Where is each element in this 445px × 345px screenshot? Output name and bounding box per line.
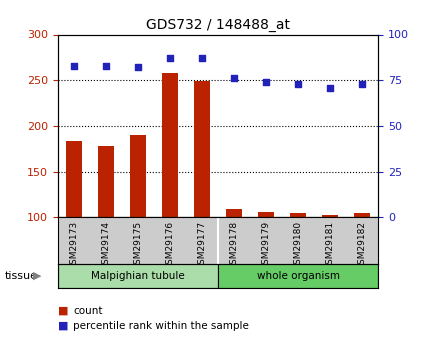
Text: ■: ■ [58,306,69,315]
Text: GSM29182: GSM29182 [358,221,367,270]
Bar [98,146,114,217]
Bar [162,73,178,217]
Text: whole organism: whole organism [257,271,340,281]
Text: GSM29177: GSM29177 [198,221,206,270]
Text: GSM29179: GSM29179 [262,221,271,270]
Bar [194,81,210,217]
Text: GSM29174: GSM29174 [101,221,110,270]
Text: Malpighian tubule: Malpighian tubule [91,271,185,281]
Text: GSM29178: GSM29178 [230,221,239,270]
Bar [258,212,274,217]
Bar [58,264,218,288]
Text: ■: ■ [58,321,69,331]
Point [166,56,174,61]
Bar [66,141,82,217]
Point [70,63,77,68]
Point [263,79,270,85]
Point [134,65,142,70]
Text: tissue: tissue [4,271,37,281]
Point [198,56,206,61]
Text: ▶: ▶ [32,271,41,281]
Text: GSM29181: GSM29181 [326,221,335,270]
Title: GDS732 / 148488_at: GDS732 / 148488_at [146,18,290,32]
Text: GSM29176: GSM29176 [166,221,174,270]
Bar [226,209,242,217]
Bar [218,264,378,288]
Text: GSM29173: GSM29173 [69,221,78,270]
Point [359,81,366,87]
Text: percentile rank within the sample: percentile rank within the sample [73,321,249,331]
Point [102,63,109,68]
Point [295,81,302,87]
Text: count: count [73,306,103,315]
Bar [354,213,370,217]
Text: GSM29175: GSM29175 [134,221,142,270]
Bar [322,215,338,217]
Bar [290,213,306,217]
Bar [130,135,146,217]
Point [231,76,238,81]
Text: GSM29180: GSM29180 [294,221,303,270]
Point [327,85,334,90]
